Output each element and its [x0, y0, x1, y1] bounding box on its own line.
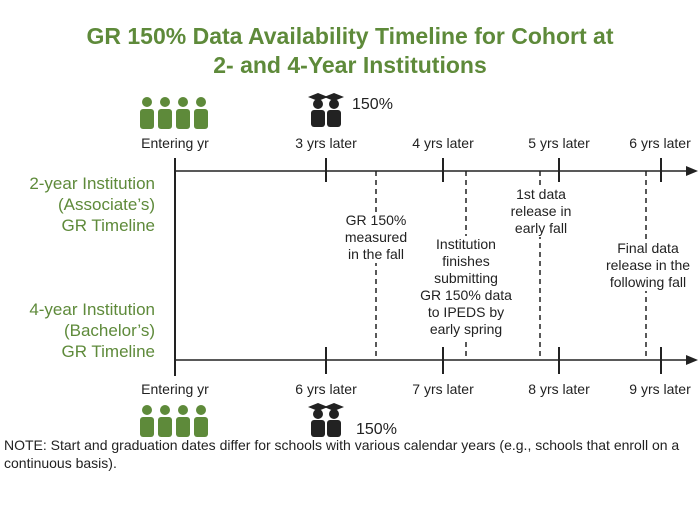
annotation-final-release-line-1: Final data [617, 240, 679, 256]
bottom-axis-arrow [686, 355, 698, 365]
footnote: NOTE: Start and graduation dates differ … [4, 437, 680, 471]
title-line-2: 2- and 4-Year Institutions [213, 52, 487, 78]
annotation-final-release-line-3: following fall [609, 274, 687, 290]
top-tick-label-4: 6 yrs later [629, 135, 691, 151]
top-graduate-pct: 150% [352, 96, 393, 113]
annotation-submitting-line-4: GR 150% data [420, 287, 512, 303]
annotation-submitting-line-3: submitting [434, 270, 498, 286]
row-label-2-year-line-1: 2-year Institution [29, 174, 155, 193]
annotation-final-release: Final data release in the following fall [605, 240, 691, 291]
row-label-4-year-line-1: 4-year Institution [29, 300, 155, 319]
row-label-4-year-line-2: (Bachelor’s) [63, 321, 155, 340]
top-tick-label-0: Entering yr [141, 135, 209, 151]
bottom-tick-label-0: Entering yr [141, 381, 209, 397]
row-label-2-year-line-3: GR Timeline [61, 216, 155, 235]
graduates-icon-bottom [308, 403, 344, 437]
row-label-2-year-line-2: (Associate’s) [58, 195, 155, 214]
annotation-measured-line-3: in the fall [347, 246, 405, 262]
annotation-final-release-line-2: release in the [605, 257, 691, 273]
bottom-graduate-pct: 150% [356, 421, 397, 438]
row-label-4-year-line-3: GR Timeline [61, 342, 155, 361]
row-label-2-year: 2-year Institution (Associate’s) GR Time… [0, 173, 155, 236]
annotation-first-release-line-3: early fall [514, 220, 568, 236]
entering-students-icon [140, 97, 208, 129]
top-axis-arrow [686, 166, 698, 176]
annotation-submitting: Institution finishes submitting GR 150% … [420, 236, 512, 338]
bottom-tick-label-2: 7 yrs later [412, 381, 474, 397]
annotation-measured-line-2: measured [344, 229, 408, 245]
graduates-icon [308, 93, 344, 127]
annotation-first-release-line-1: 1st data [516, 186, 566, 202]
annotation-submitting-line-2: finishes [442, 253, 490, 269]
bottom-tick-label-4: 9 yrs later [629, 381, 691, 397]
annotation-submitting-line-1: Institution [436, 236, 496, 252]
top-tick-label-3: 5 yrs later [528, 135, 590, 151]
row-label-4-year: 4-year Institution (Bachelor’s) GR Timel… [0, 299, 155, 362]
annotation-submitting-line-6: early spring [429, 321, 503, 337]
annotation-measured: GR 150% measured in the fall [344, 212, 408, 263]
entering-students-icon-bottom [140, 405, 208, 437]
top-tick-label-2: 4 yrs later [412, 135, 474, 151]
title-line-1: GR 150% Data Availability Timeline for C… [86, 23, 614, 49]
annotation-first-release: 1st data release in early fall [510, 186, 572, 237]
annotation-submitting-line-5: to IPEDS by [427, 304, 505, 320]
top-tick-label-1: 3 yrs later [295, 135, 357, 151]
annotation-measured-line-1: GR 150% [345, 212, 407, 228]
page-title: GR 150% Data Availability Timeline for C… [0, 22, 700, 80]
annotation-first-release-line-2: release in [510, 203, 572, 219]
bottom-tick-label-1: 6 yrs later [295, 381, 357, 397]
bottom-tick-label-3: 8 yrs later [528, 381, 590, 397]
